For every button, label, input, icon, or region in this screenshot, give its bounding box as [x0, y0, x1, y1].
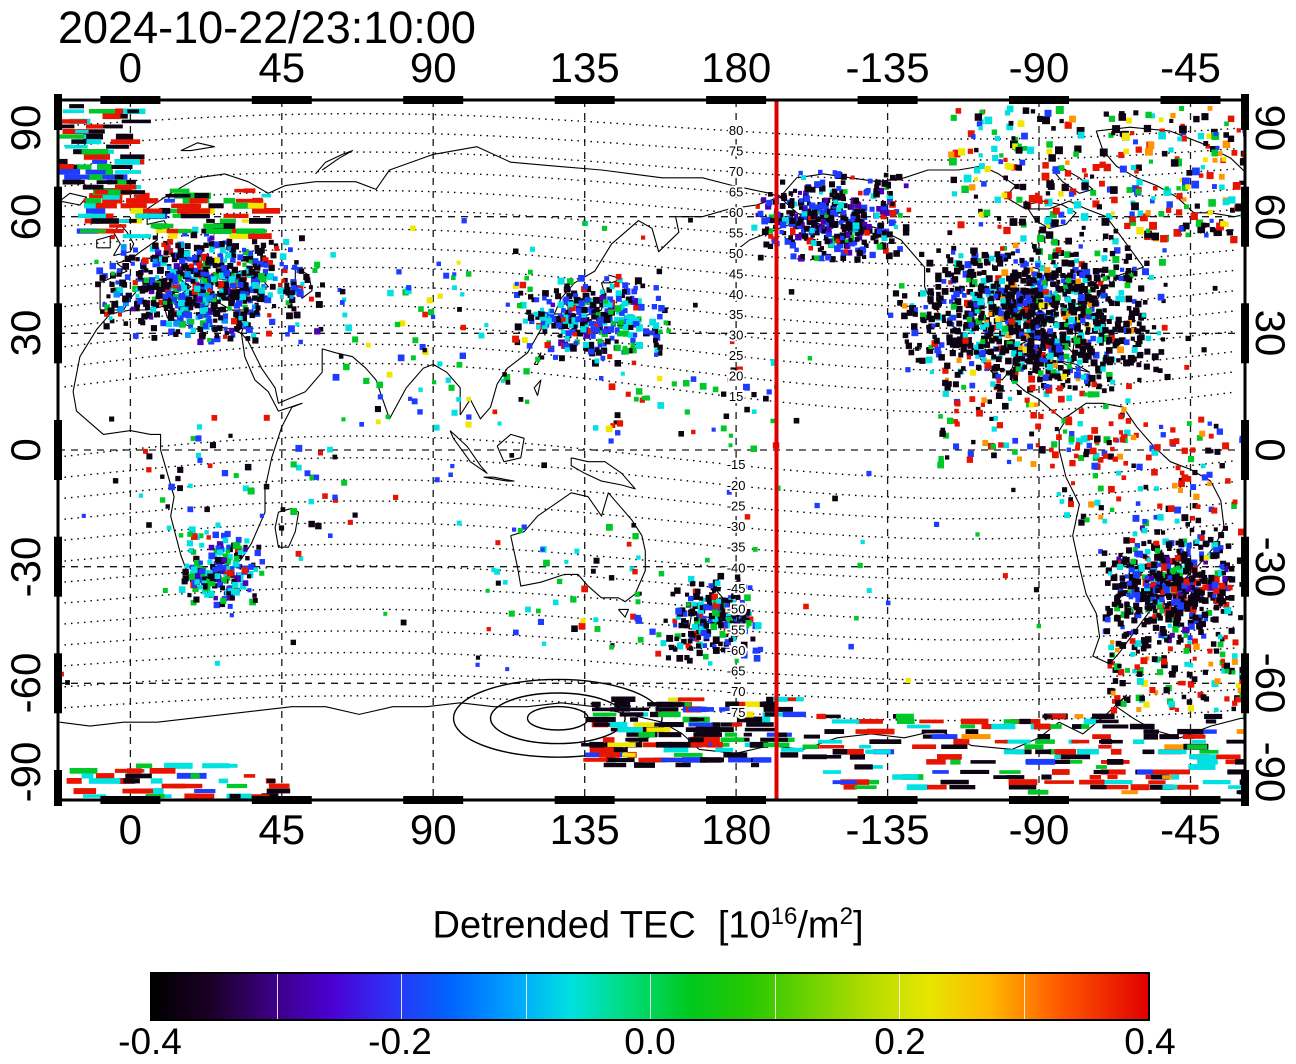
lon-label-bottom-45: 45 [258, 806, 306, 853]
lat-label-left-60: 60 [2, 193, 49, 241]
colorbar-label--0.2: -0.2 [368, 1021, 432, 1062]
colorbar-label-0.2: 0.2 [874, 1021, 926, 1062]
colorbar-title-text: Detrended TEC [432, 904, 696, 947]
lon-label-top-0: 0 [118, 44, 143, 91]
colorbar-unit-exponent: 16 [770, 903, 798, 930]
lat-label-right-0: 0 [1247, 438, 1294, 462]
lon-label-bottom-135: 135 [549, 806, 620, 853]
world-map-plot: 1520253035404550556065707580-15-20-25-30… [54, 94, 1249, 806]
lat-label-right--90: -90 [1247, 741, 1294, 803]
lon-label-top-90: 90 [409, 44, 457, 91]
colorbar-gradient [150, 972, 1150, 1021]
contour-labels: 1520253035404550556065707580-15-20-25-30… [725, 121, 748, 722]
lat-label-left--60: -60 [2, 652, 49, 714]
data-points [58, 104, 1245, 799]
colorbar-label--0.4: -0.4 [118, 1021, 182, 1062]
lon-label-bottom-0: 0 [118, 806, 143, 853]
lon-label-bottom--45: -45 [1160, 806, 1221, 853]
colorbar-title: Detrended TEC [1016/m2] [433, 903, 864, 948]
colorbar-tick-line [650, 974, 651, 1019]
colorbar-tick-line [899, 974, 900, 1019]
colorbar-label-0.0: 0.0 [624, 1021, 676, 1062]
lon-label-top--90: -90 [1008, 44, 1070, 91]
lat-label-right-90: 90 [1247, 104, 1294, 152]
colorbar-tick-line [401, 974, 402, 1019]
colorbar-label-0.4: 0.4 [1124, 1021, 1176, 1062]
lon-label-top--45: -45 [1160, 44, 1221, 91]
lat-label-left--90: -90 [2, 741, 49, 803]
lat-label-left-30: 30 [2, 309, 49, 357]
axis-tick-marks [54, 94, 1249, 806]
colorbar-unit-suffix: ] [852, 904, 864, 947]
lat-label-left-0: 0 [2, 438, 49, 462]
colorbar-unit-exponent2: 2 [839, 903, 853, 930]
lon-label-bottom-180: 180 [701, 806, 772, 853]
lat-label-left--30: -30 [2, 536, 49, 598]
lon-label-bottom-90: 90 [409, 806, 457, 853]
colorbar-unit-prefix: [10 [717, 904, 771, 947]
lat-label-left-90: 90 [2, 104, 49, 152]
lon-label-top-45: 45 [258, 44, 306, 91]
lon-label-top-135: 135 [549, 44, 620, 91]
lat-label-right-60: 60 [1247, 193, 1294, 241]
lon-label-top-180: 180 [701, 44, 772, 91]
lat-label-right--30: -30 [1247, 536, 1294, 598]
lon-label-top--135: -135 [845, 44, 930, 91]
colorbar-tick-line [1023, 974, 1025, 1019]
lat-label-right--60: -60 [1247, 652, 1294, 714]
lat-label-right-30: 30 [1247, 309, 1294, 357]
colorbar-unit-mid: /m [797, 904, 840, 947]
lon-label-bottom--135: -135 [845, 806, 930, 853]
colorbar-tick-line [525, 974, 527, 1019]
colorbar-tick-line [276, 974, 278, 1019]
lon-label-bottom--90: -90 [1008, 806, 1070, 853]
timestamp-title: 2024-10-22/23:10:00 [58, 2, 476, 53]
colorbar-tick-line [774, 974, 776, 1019]
